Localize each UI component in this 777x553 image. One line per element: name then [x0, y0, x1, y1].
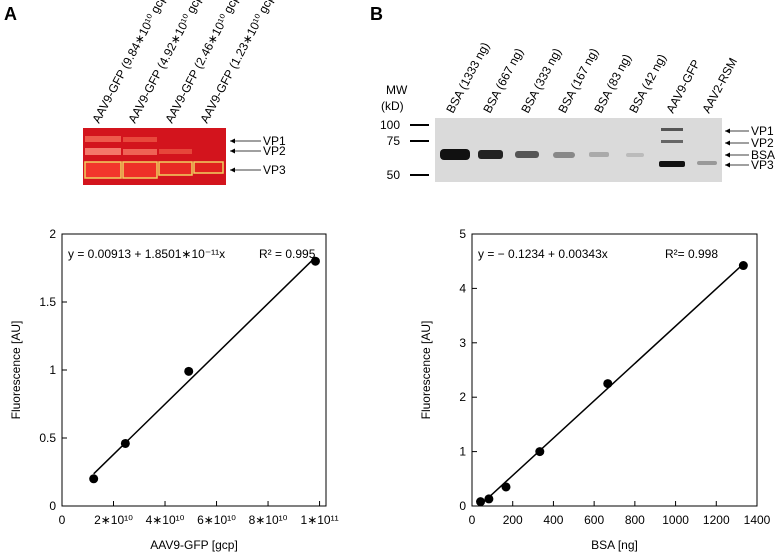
lane-label: AAV2-RSM	[699, 55, 740, 115]
arrow-head	[230, 167, 235, 173]
data-point	[476, 497, 486, 507]
x-tick-label: 1400	[744, 513, 771, 527]
x-tick-label: 1000	[662, 513, 689, 527]
x-tick-label: 1∗10¹¹	[301, 513, 339, 527]
band	[159, 149, 192, 154]
band	[84, 161, 122, 179]
data-point	[603, 379, 613, 389]
data-point	[738, 261, 748, 271]
band	[123, 137, 157, 142]
band-label: BSA	[751, 148, 775, 162]
band-label: VP2	[263, 144, 286, 158]
y-tick-label: 2	[49, 227, 56, 241]
y-tick-label: 0	[49, 499, 56, 513]
arrow-head	[230, 148, 235, 154]
x-tick-label: 0	[469, 513, 476, 527]
band-label: VP2	[751, 136, 774, 150]
lane-label: AAV9-GFP	[663, 57, 703, 115]
x-tick-label: 0	[59, 513, 66, 527]
x-tick-label: 800	[625, 513, 645, 527]
x-axis-label: BSA [ng]	[591, 538, 638, 552]
y-tick-label: 0	[459, 499, 466, 513]
y-axis-label: Fluorescence [AU]	[9, 321, 23, 420]
band	[158, 161, 193, 176]
gel-image	[435, 118, 722, 182]
y-tick-label: 1	[459, 445, 466, 459]
y-tick-label: 4	[459, 281, 466, 295]
band	[478, 150, 503, 159]
band	[193, 161, 224, 174]
x-tick-label: 4∗10¹⁰	[146, 513, 185, 527]
fit-equation: y = − 0.1234 + 0.00343x	[478, 247, 608, 261]
band	[440, 149, 470, 160]
data-point	[484, 494, 494, 504]
band	[697, 161, 717, 165]
band	[661, 128, 683, 131]
band	[85, 136, 121, 142]
x-tick-label: 6∗10¹⁰	[197, 513, 236, 527]
band	[661, 140, 683, 143]
band	[589, 152, 609, 157]
mw-label: 50	[387, 168, 401, 182]
band	[626, 153, 644, 157]
mw-label: 75	[387, 134, 401, 148]
y-axis-label: Fluorescence [AU]	[419, 321, 433, 420]
arrow-head	[725, 162, 730, 168]
fit-line	[93, 256, 316, 475]
band-label: VP1	[263, 134, 286, 148]
arrow-head	[230, 138, 235, 144]
data-point	[184, 366, 194, 376]
data-point	[89, 474, 99, 484]
y-tick-label: 1	[49, 363, 56, 377]
x-tick-label: 600	[584, 513, 604, 527]
x-tick-label: 2∗10¹⁰	[94, 513, 133, 527]
mw-unit: (kD)	[381, 99, 404, 113]
band	[85, 148, 121, 155]
x-tick-label: 200	[503, 513, 523, 527]
x-tick-label: 400	[543, 513, 563, 527]
mw-title: MW	[386, 83, 408, 97]
fit-equation: y = 0.00913 + 1.8501∗10⁻¹¹x	[68, 247, 225, 261]
panel-label: A	[4, 4, 17, 24]
y-tick-label: 2	[459, 390, 466, 404]
x-tick-label: 1200	[703, 513, 730, 527]
y-tick-label: 1.5	[39, 295, 56, 309]
y-tick-label: 0.5	[39, 431, 56, 445]
band	[659, 161, 685, 167]
lane-label: BSA (42 ng)	[626, 52, 669, 116]
mw-label: 100	[380, 118, 400, 132]
arrow-head	[725, 128, 730, 134]
data-point	[310, 256, 320, 266]
gel-b	[435, 118, 722, 182]
band-label: VP3	[751, 158, 774, 172]
gel-a	[83, 128, 226, 185]
data-point	[501, 482, 511, 492]
data-point	[535, 447, 545, 457]
arrow-head	[725, 152, 730, 158]
x-tick-label: 8∗10¹⁰	[249, 513, 288, 527]
x-axis-label: AAV9-GFP [gcp]	[150, 538, 238, 552]
band-label: VP1	[751, 124, 774, 138]
band-label: VP3	[263, 163, 286, 177]
r-squared: R² = 0.995	[259, 247, 316, 261]
y-tick-label: 5	[459, 227, 466, 241]
y-tick-label: 3	[459, 336, 466, 350]
r-squared: R²= 0.998	[665, 247, 718, 261]
band	[122, 161, 158, 179]
band	[123, 149, 157, 155]
data-point	[120, 438, 130, 448]
arrow-head	[725, 140, 730, 146]
band	[515, 151, 539, 158]
panel-label: B	[370, 4, 383, 24]
lane-label: AAV9-GFP (1.23∗10¹⁰ gcp)	[197, 0, 279, 125]
band	[553, 152, 575, 158]
plot-frame	[471, 233, 758, 507]
